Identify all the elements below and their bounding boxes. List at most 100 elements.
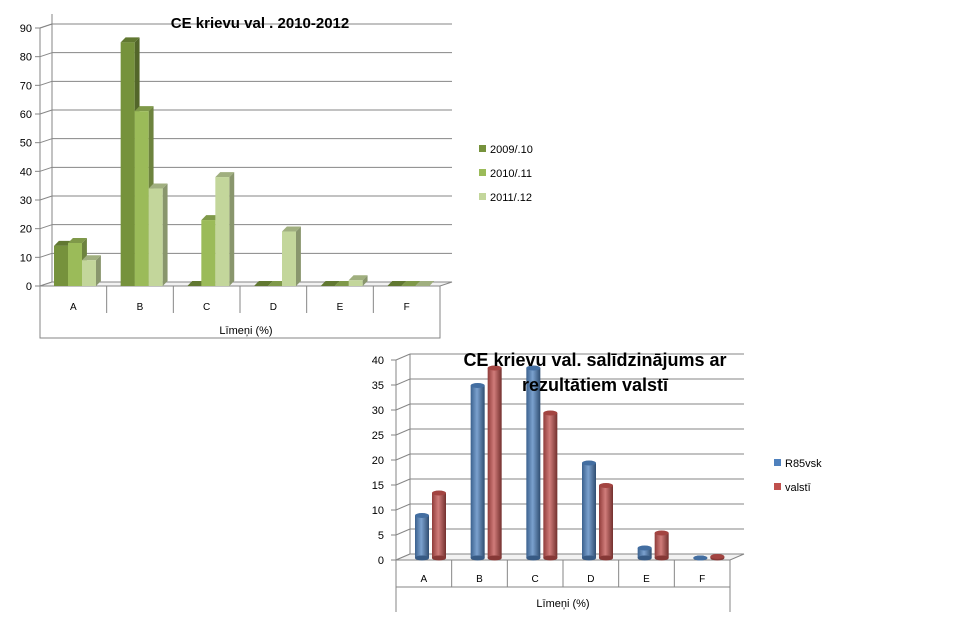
bar-top: [415, 513, 429, 518]
bar-top: [637, 545, 652, 551]
gridline-diag: [395, 478, 411, 486]
x-tick-label: F: [699, 574, 705, 585]
bar-D-1: [599, 483, 613, 561]
legend-label: 2011/.12: [490, 192, 532, 204]
bar-base: [432, 555, 446, 561]
bar-body: [599, 485, 613, 558]
bar-body: [526, 368, 541, 558]
bar-top: [387, 281, 407, 286]
bar-E-2: [348, 275, 368, 286]
y-tick-label: 10: [20, 252, 32, 264]
bar-top: [415, 281, 435, 286]
gridline-diag: [395, 528, 411, 536]
y-tick-label: 25: [372, 430, 384, 442]
x-tick-label: B: [476, 574, 483, 585]
bar-B-2: [148, 183, 168, 286]
bar-front: [201, 220, 216, 286]
y-tick-label: 30: [372, 405, 384, 417]
bar-front: [215, 177, 230, 286]
y-tick-label: 5: [378, 530, 384, 542]
bar-body: [637, 548, 652, 558]
chart-title-line-2: rezultātiem valstī: [522, 375, 669, 395]
gridline-diag: [39, 109, 53, 115]
bar-base: [415, 555, 429, 561]
bar-body: [487, 368, 502, 558]
y-tick-label: 15: [372, 480, 384, 492]
bar-top: [432, 490, 446, 496]
y-tick-label: 35: [372, 380, 384, 392]
bar-top: [693, 555, 708, 561]
gridline-diag: [39, 224, 53, 230]
gridline-diag: [39, 138, 53, 144]
bar-base: [487, 555, 502, 561]
bar-C-1: [543, 410, 558, 561]
gridline-diag: [39, 52, 53, 58]
bar-side: [229, 172, 235, 286]
bar-B-0: [470, 383, 485, 561]
bar-C-0: [526, 365, 541, 561]
x-tick-label: C: [203, 302, 210, 313]
y-tick-label: 20: [20, 224, 32, 236]
bar-B-1: [487, 365, 502, 561]
bar-base: [470, 555, 485, 561]
gridline-diag: [39, 166, 53, 172]
x-tick-label: B: [137, 302, 144, 313]
bar-C-2: [215, 172, 235, 286]
x-tick-label: E: [337, 302, 344, 313]
legend-label: R85vsk: [785, 458, 822, 470]
legend-label: 2010/.11: [490, 168, 532, 180]
bar-top: [401, 281, 421, 286]
legend-swatch: [479, 145, 486, 152]
bar-top: [348, 275, 368, 281]
bar-F-1: [401, 281, 421, 286]
bar-top: [543, 410, 558, 416]
y-tick-label: 80: [20, 52, 32, 64]
gridline-diag: [39, 252, 53, 258]
bar-D-0: [582, 460, 596, 561]
bar-top: [254, 281, 273, 286]
bar-E-0: [320, 281, 340, 286]
chart-1: 0 10 20 30 40 50 60 70 80 90 A B C D E F Līmeņi (%) CE kr…: [20, 14, 533, 339]
bar-top: [582, 460, 596, 466]
y-tick-label: 0: [26, 281, 32, 293]
y-tick-label: 50: [20, 138, 32, 150]
bar-top: [320, 281, 340, 286]
bar-body: [432, 493, 446, 558]
gridline-diag: [395, 503, 411, 511]
gridline-diag: [395, 378, 411, 386]
bar-A-0: [415, 513, 429, 561]
bar-base: [599, 555, 613, 561]
bar-base: [654, 555, 669, 561]
bar-side: [362, 275, 368, 286]
bar-A-2: [82, 255, 101, 286]
y-tick-label: 40: [20, 166, 32, 178]
bar-side: [162, 183, 168, 286]
x-tick-label: E: [643, 574, 650, 585]
bar-base: [637, 555, 652, 561]
bar-top: [526, 365, 541, 371]
gridline-diag: [395, 428, 411, 436]
bar-F-0: [693, 555, 708, 561]
bar-body: [415, 515, 429, 558]
bar-top: [470, 383, 485, 388]
bar-front: [282, 231, 296, 286]
bar-F-2: [415, 281, 435, 286]
legend-swatch: [774, 483, 781, 490]
bar-base: [543, 555, 558, 561]
bar-body: [543, 413, 558, 558]
bar-D-2: [282, 226, 301, 286]
legend-swatch: [774, 459, 781, 466]
y-tick-label: 30: [20, 195, 32, 207]
bar-base: [582, 555, 596, 561]
bar-front: [148, 188, 163, 286]
y-tick-label: 0: [378, 555, 384, 567]
bar-top: [148, 183, 168, 189]
legend-label: 2009/.10: [490, 144, 533, 156]
bar-side: [296, 226, 301, 286]
bar-D-0: [254, 281, 273, 286]
bar-body: [470, 385, 485, 558]
x-tick-label: D: [587, 574, 594, 585]
x-tick-label: F: [404, 302, 410, 313]
bar-front: [54, 245, 68, 286]
